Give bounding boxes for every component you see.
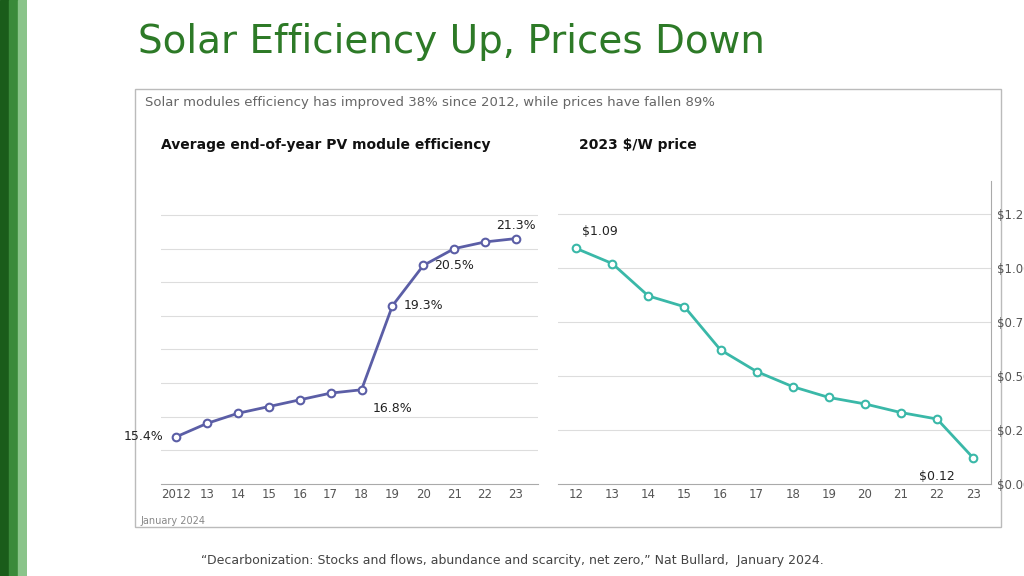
Text: Solar Efficiency Up, Prices Down: Solar Efficiency Up, Prices Down	[138, 23, 765, 61]
Text: January 2024: January 2024	[140, 516, 205, 526]
Text: Average end-of-year PV module efficiency: Average end-of-year PV module efficiency	[161, 138, 490, 152]
Text: 19.3%: 19.3%	[403, 300, 442, 312]
Text: 15.4%: 15.4%	[124, 430, 164, 444]
Bar	[9, 0, 17, 576]
Text: 2023 $/W price: 2023 $/W price	[579, 138, 696, 152]
Text: 20.5%: 20.5%	[434, 259, 474, 272]
Text: 21.3%: 21.3%	[497, 219, 536, 232]
Text: “Decarbonization: Stocks and flows, abundance and scarcity, net zero,” Nat Bulla: “Decarbonization: Stocks and flows, abun…	[201, 554, 823, 567]
Bar	[0, 0, 9, 576]
Text: $1.09: $1.09	[582, 225, 617, 238]
Text: $0.12: $0.12	[919, 470, 954, 483]
Bar	[17, 0, 27, 576]
Text: Solar modules efficiency has improved 38% since 2012, while prices have fallen 8: Solar modules efficiency has improved 38…	[145, 96, 716, 109]
Text: 16.8%: 16.8%	[373, 401, 412, 415]
